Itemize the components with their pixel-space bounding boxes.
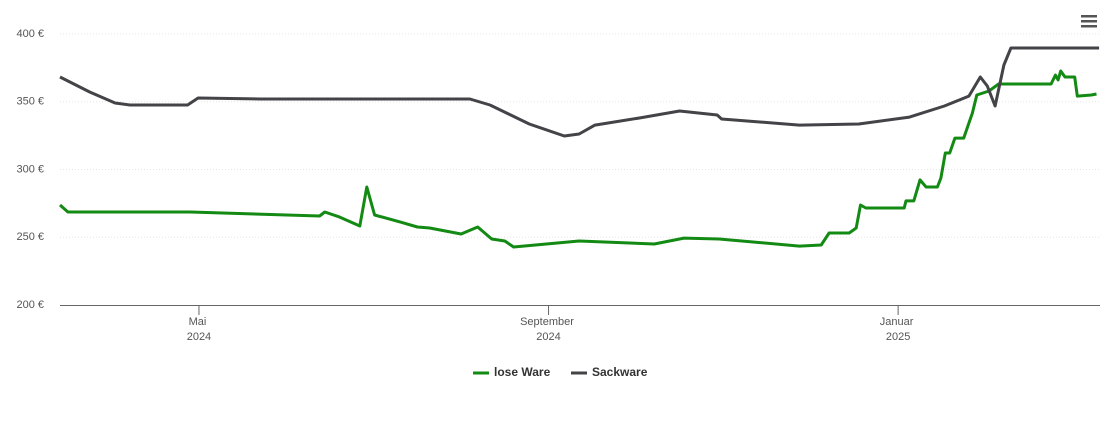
legend-item[interactable]: Sackware xyxy=(571,365,648,379)
menu-button[interactable] xyxy=(1081,15,1097,28)
y-tick-label: 300 € xyxy=(16,163,44,175)
y-tick-label: 350 € xyxy=(16,96,44,108)
series-line xyxy=(60,48,1099,136)
x-tick-label: September 2024 xyxy=(520,316,577,343)
menu-bar xyxy=(1081,15,1097,18)
legend-label: Sackware xyxy=(592,365,648,379)
menu-bar xyxy=(1081,20,1097,23)
x-tick-label: Januar 2025 xyxy=(880,316,917,343)
legend-item[interactable]: lose Ware xyxy=(473,365,551,379)
y-tick-label: 250 € xyxy=(16,231,44,243)
legend: lose Ware Sackware xyxy=(473,365,648,379)
y-tick-label: 400 € xyxy=(16,28,44,40)
x-tick-label: Mai 2024 xyxy=(187,316,211,343)
legend-label: lose Ware xyxy=(494,365,551,379)
menu-bar xyxy=(1081,25,1097,28)
y-tick-label: 200 € xyxy=(16,299,44,311)
